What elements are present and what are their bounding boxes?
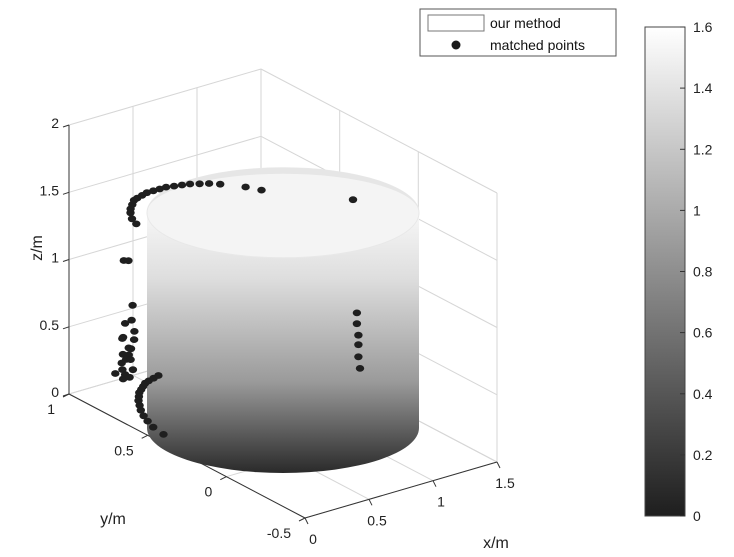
- matched-point: [216, 180, 225, 188]
- z-tick-mark: [62, 393, 70, 397]
- matched-point: [149, 187, 158, 195]
- cylinder-body: [147, 212, 419, 474]
- matched-point: [132, 220, 141, 228]
- matched-point: [129, 336, 139, 343]
- matched-point: [204, 180, 214, 187]
- z-tick-label: 0.5: [40, 317, 60, 333]
- side-wall-gridline-z: [260, 68, 498, 194]
- x-tick-mark: [496, 461, 501, 469]
- matched-point: [127, 215, 137, 223]
- colorbar-tick-label: 1.6: [693, 19, 713, 35]
- matched-point: [143, 417, 152, 425]
- y-tick-mark: [220, 476, 227, 481]
- legend-label-our-method: our method: [490, 15, 561, 31]
- z-tick-mark: [62, 124, 70, 128]
- matched-point: [111, 370, 120, 377]
- colorbar-ticks: 0 0.2 0.4 0.6 0.8 1 1.2 1.4 1.6: [680, 19, 713, 524]
- matched-point: [124, 344, 133, 352]
- matched-point: [139, 412, 148, 420]
- y-tick-label: 0.5: [114, 442, 134, 458]
- x-tick-label: 0.5: [367, 512, 387, 528]
- matched-point: [120, 320, 130, 327]
- matched-point: [124, 257, 133, 265]
- z-tick-label: 0: [51, 384, 59, 400]
- matched-point: [354, 353, 363, 361]
- legend-swatch-surface: [427, 14, 485, 32]
- z-tick-label: 1.5: [40, 182, 60, 198]
- matched-point: [354, 341, 363, 349]
- matched-point: [177, 181, 187, 189]
- matched-point: [169, 182, 179, 190]
- x-axis-line: [304, 461, 498, 519]
- matched-point: [154, 372, 163, 379]
- colorbar: 0 0.2 0.4 0.6 0.8 1 1.2 1.4 1.6: [644, 19, 713, 524]
- cylinder-surface: [146, 167, 420, 474]
- x-tick-label: 0: [309, 531, 317, 547]
- y-tick-mark: [141, 434, 148, 439]
- colorbar-tick-label: 0: [693, 508, 701, 524]
- z-axis-label: z/m: [29, 235, 46, 261]
- z-tick-label: 1: [51, 250, 59, 266]
- matched-point: [125, 373, 134, 381]
- z-tick-mark: [62, 259, 70, 262]
- matched-point: [149, 423, 158, 431]
- matched-point: [127, 316, 136, 324]
- matched-point: [354, 331, 363, 339]
- matched-point: [195, 180, 204, 188]
- matched-point: [130, 328, 139, 335]
- legend-marker-matched: [451, 40, 461, 50]
- matched-point: [348, 196, 358, 204]
- y-tick-label: 0: [205, 484, 213, 500]
- matched-point: [128, 366, 138, 374]
- matched-point: [118, 350, 128, 358]
- matched-point: [355, 365, 365, 372]
- matched-point: [241, 183, 250, 191]
- x-tick-label: 1.5: [495, 475, 515, 491]
- matched-points: [111, 180, 365, 438]
- matched-point: [155, 185, 164, 193]
- x-tick-mark: [368, 499, 373, 506]
- matched-point: [126, 356, 135, 363]
- colorbar-gradient: [644, 26, 686, 517]
- x-tick-mark: [432, 480, 437, 487]
- matched-point: [142, 189, 152, 197]
- colorbar-tick-label: 1: [693, 202, 701, 218]
- y-tick-mark: [298, 517, 306, 522]
- matched-point: [118, 335, 127, 342]
- matched-point: [128, 301, 137, 309]
- y-tick-label: -0.5: [267, 525, 291, 541]
- colorbar-tick-label: 0.6: [693, 325, 713, 341]
- x-tick-label: 1: [437, 494, 445, 510]
- x-axis-label: x/m: [483, 535, 509, 552]
- y-axis-label: y/m: [100, 511, 126, 528]
- colorbar-tick-label: 0.8: [693, 264, 713, 280]
- matched-point: [159, 431, 168, 438]
- matched-point: [257, 186, 266, 194]
- z-tick-mark: [62, 191, 70, 195]
- matched-point: [161, 183, 171, 191]
- x-tick-mark: [304, 517, 309, 525]
- colorbar-tick-label: 1.4: [693, 80, 713, 96]
- y-tick-label: 1: [47, 401, 55, 417]
- back-wall-gridline-z: [68, 135, 262, 193]
- z-tick-mark: [62, 326, 70, 330]
- back-wall-gridline-z: [68, 68, 262, 126]
- matched-point: [352, 309, 362, 317]
- colorbar-tick-label: 1.2: [693, 141, 713, 157]
- legend: our method matched points: [419, 8, 617, 57]
- colorbar-tick-label: 0.2: [693, 447, 713, 463]
- colorbar-tick-label: 0.4: [693, 386, 713, 402]
- legend-label-matched-points: matched points: [490, 37, 585, 53]
- matched-point: [185, 180, 195, 188]
- matched-point: [352, 320, 362, 328]
- z-tick-label: 2: [51, 115, 59, 131]
